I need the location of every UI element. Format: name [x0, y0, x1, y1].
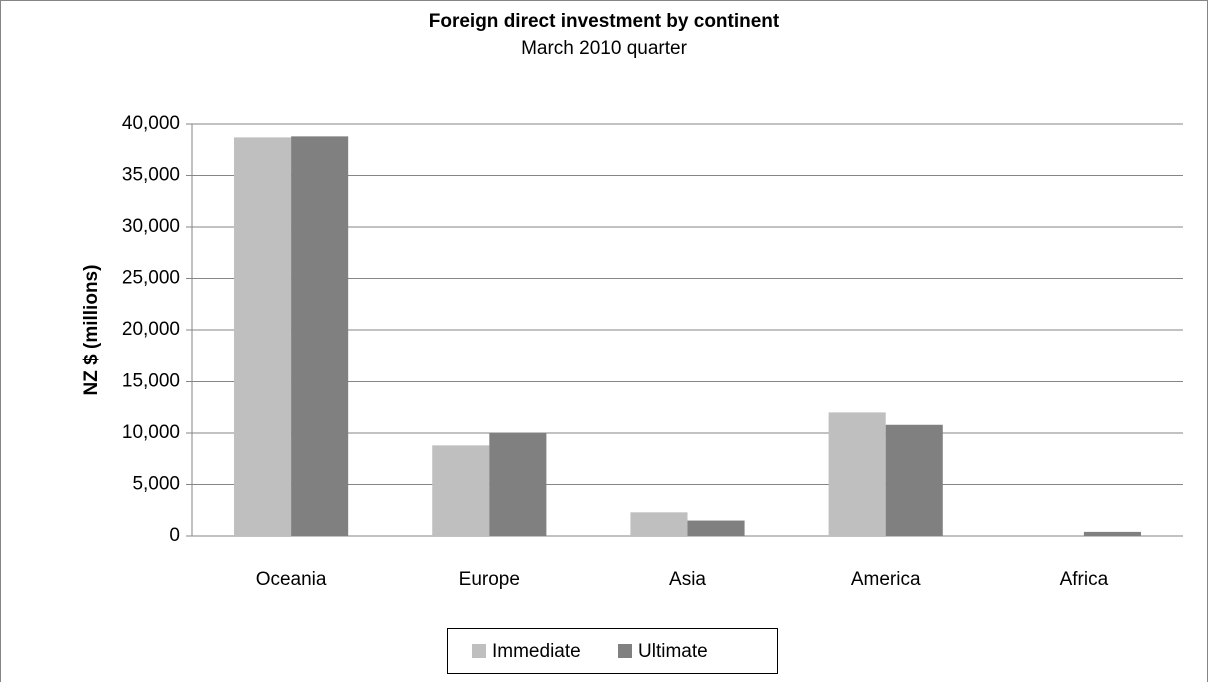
bar: [432, 445, 490, 536]
y-tick-label: 10,000: [122, 422, 180, 443]
legend-label: Ultimate: [638, 641, 708, 662]
y-tick-label: 25,000: [122, 268, 180, 289]
x-tick-label: Africa: [1060, 569, 1109, 590]
y-axis-label: NZ $ (millions): [81, 265, 102, 396]
bar: [687, 520, 745, 536]
chart-title: Foreign direct investment by continent: [429, 11, 780, 32]
legend-box: [447, 628, 778, 674]
bar: [489, 433, 547, 536]
bar: [885, 424, 943, 536]
y-tick-label: 0: [169, 525, 180, 546]
x-tick-label: Oceania: [256, 569, 327, 590]
x-tick-label: America: [851, 569, 921, 590]
bar: [234, 137, 292, 536]
bar: [291, 136, 349, 537]
y-tick-label: 5,000: [132, 474, 180, 495]
y-tick-label: 30,000: [122, 216, 180, 237]
y-tick-label: 40,000: [122, 113, 180, 134]
legend-swatch: [472, 644, 486, 658]
bar: [630, 512, 688, 536]
y-tick-label: 35,000: [122, 165, 180, 186]
bar: [1083, 531, 1141, 536]
chart-subtitle: March 2010 quarter: [521, 38, 687, 59]
y-tick-label: 15,000: [122, 371, 180, 392]
legend-swatch: [618, 644, 632, 658]
y-tick-label: 20,000: [122, 319, 180, 340]
legend-label: Immediate: [492, 641, 581, 662]
x-tick-label: Europe: [459, 569, 520, 590]
x-tick-label: Asia: [669, 569, 706, 590]
bar: [828, 412, 886, 536]
